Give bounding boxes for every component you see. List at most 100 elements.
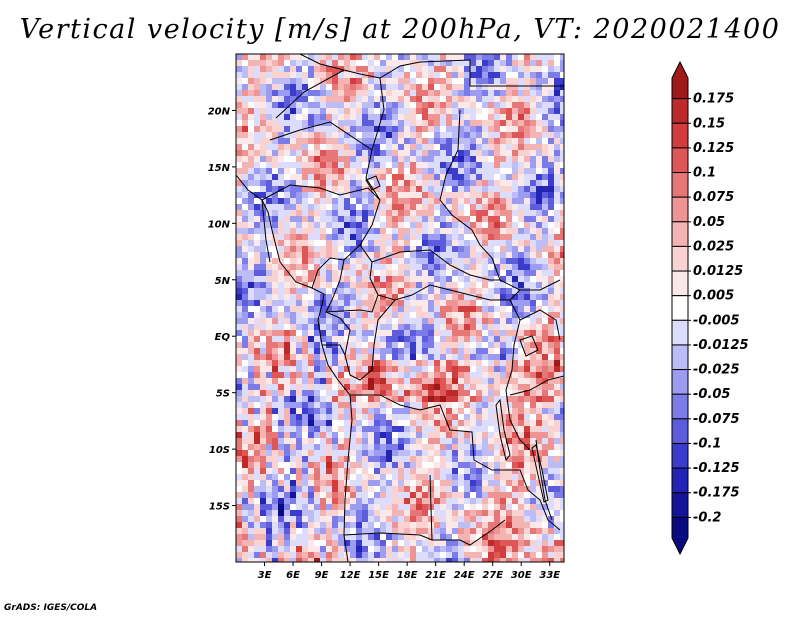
- field-cell: [248, 366, 255, 373]
- field-cell: [272, 96, 279, 103]
- field-cell: [428, 180, 435, 187]
- field-cell: [368, 498, 375, 505]
- field-cell: [344, 258, 351, 265]
- field-cell: [410, 552, 417, 559]
- field-cell: [398, 174, 405, 181]
- field-cell: [362, 366, 369, 373]
- field-cell: [254, 114, 261, 121]
- field-cell: [350, 348, 357, 355]
- field-cell: [266, 456, 273, 463]
- field-cell: [464, 204, 471, 211]
- field-cell: [278, 312, 285, 319]
- field-cell: [560, 168, 564, 175]
- field-cell: [500, 174, 507, 181]
- field-cell: [548, 504, 555, 511]
- field-cell: [296, 210, 303, 217]
- field-cell: [278, 270, 285, 277]
- field-cell: [482, 60, 489, 67]
- field-cell: [386, 60, 393, 67]
- field-cell: [476, 90, 483, 97]
- field-cell: [332, 210, 339, 217]
- field-cell: [320, 156, 327, 163]
- field-cell: [356, 222, 363, 229]
- field-cell: [236, 342, 243, 349]
- field-cell: [380, 252, 387, 259]
- field-cell: [560, 384, 564, 391]
- field-cell: [482, 222, 489, 229]
- field-cell: [452, 258, 459, 265]
- field-cell: [386, 414, 393, 421]
- field-cell: [392, 306, 399, 313]
- field-cell: [500, 528, 507, 535]
- field-cell: [278, 300, 285, 307]
- field-cell: [452, 162, 459, 169]
- field-cell: [542, 54, 549, 61]
- field-cell: [542, 96, 549, 103]
- field-cell: [524, 540, 531, 547]
- field-cell: [446, 300, 453, 307]
- field-cell: [452, 348, 459, 355]
- field-cell: [380, 192, 387, 199]
- field-cell: [410, 144, 417, 151]
- field-cell: [536, 210, 543, 217]
- field-cell: [524, 114, 531, 121]
- field-cell: [470, 486, 477, 493]
- field-cell: [242, 168, 249, 175]
- field-cell: [428, 198, 435, 205]
- field-cell: [530, 114, 537, 121]
- field-cell: [314, 438, 321, 445]
- field-cell: [500, 198, 507, 205]
- field-cell: [458, 306, 465, 313]
- field-cell: [362, 78, 369, 85]
- field-cell: [386, 324, 393, 331]
- field-cell: [506, 288, 513, 295]
- field-cell: [434, 444, 441, 451]
- field-cell: [356, 120, 363, 127]
- field-cell: [368, 480, 375, 487]
- field-cell: [374, 354, 381, 361]
- field-cell: [434, 354, 441, 361]
- field-cell: [290, 162, 297, 169]
- field-cell: [482, 180, 489, 187]
- field-cell: [284, 234, 291, 241]
- field-cell: [380, 234, 387, 241]
- field-cell: [404, 360, 411, 367]
- field-cell: [392, 72, 399, 79]
- field-cell: [248, 336, 255, 343]
- field-cell: [518, 330, 525, 337]
- field-cell: [344, 372, 351, 379]
- field-cell: [332, 318, 339, 325]
- field-cell: [356, 150, 363, 157]
- field-cell: [464, 90, 471, 97]
- colorbar-segment: [671, 369, 689, 395]
- field-cell: [422, 264, 429, 271]
- field-cell: [374, 102, 381, 109]
- field-cell: [506, 402, 513, 409]
- field-cell: [422, 96, 429, 103]
- field-cell: [488, 144, 495, 151]
- field-cell: [440, 528, 447, 535]
- field-cell: [260, 348, 267, 355]
- field-cell: [410, 510, 417, 517]
- field-cell: [290, 108, 297, 115]
- field-cell: [554, 300, 561, 307]
- field-cell: [470, 474, 477, 481]
- field-cell: [422, 228, 429, 235]
- field-cell: [374, 114, 381, 121]
- field-cell: [278, 420, 285, 427]
- field-cell: [266, 378, 273, 385]
- field-cell: [488, 228, 495, 235]
- field-cell: [446, 324, 453, 331]
- field-cell: [380, 444, 387, 451]
- field-cell: [530, 216, 537, 223]
- field-cell: [374, 282, 381, 289]
- field-cell: [530, 330, 537, 337]
- field-cell: [464, 528, 471, 535]
- field-cell: [452, 138, 459, 145]
- field-cell: [482, 552, 489, 559]
- field-cell: [362, 486, 369, 493]
- field-cell: [272, 366, 279, 373]
- field-cell: [338, 408, 345, 415]
- field-cell: [446, 192, 453, 199]
- field-cell: [542, 474, 549, 481]
